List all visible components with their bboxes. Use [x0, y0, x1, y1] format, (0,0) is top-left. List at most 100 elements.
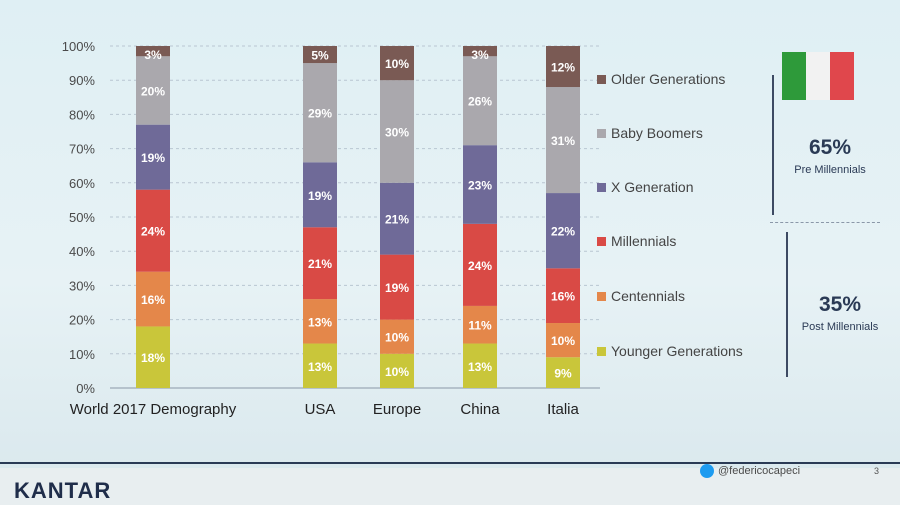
- x-tick-label: China: [460, 401, 500, 418]
- bar-segment: [136, 326, 170, 388]
- y-tick-label: 20%: [69, 313, 95, 328]
- data-label: 10%: [385, 331, 409, 345]
- side-divider-top: [772, 75, 774, 215]
- y-tick-label: 80%: [69, 107, 95, 122]
- brand-logo: KANTAR: [14, 478, 112, 503]
- data-label: 22%: [551, 225, 575, 239]
- bar-segment: [136, 124, 170, 190]
- y-tick-label: 30%: [69, 278, 95, 293]
- data-label: 31%: [551, 134, 575, 148]
- bar-segment: [546, 87, 580, 194]
- bar-segment: [303, 299, 337, 344]
- bar-segment: [463, 223, 497, 306]
- data-label: 21%: [385, 213, 409, 227]
- y-tick-label: 70%: [69, 142, 95, 157]
- twitter-icon: [700, 464, 714, 478]
- data-label: 10%: [385, 57, 409, 71]
- bar-segment: [546, 268, 580, 324]
- data-label: 3%: [144, 48, 162, 62]
- stacked-bar-chart: 0% 10% 20% 30% 40% 50% 60% 70% 80% 90% 100% 18% 16% 2…: [62, 39, 743, 418]
- x-tick-label: Europe: [373, 401, 421, 418]
- footer-rule: [0, 462, 900, 464]
- y-tick-label: 0%: [76, 381, 95, 396]
- bar-segment: [380, 319, 414, 354]
- bar-segment: [136, 271, 170, 327]
- data-label: 23%: [468, 179, 492, 193]
- pre-millennials-label: Pre Millennials: [794, 164, 866, 176]
- bar-segment: [380, 254, 414, 320]
- twitter-handle: @federicocapeci: [700, 464, 800, 478]
- pre-millennials-value: 65%: [808, 136, 852, 159]
- data-label: 3%: [471, 48, 489, 62]
- bar-segment: [303, 63, 337, 163]
- bar-segment: [380, 46, 414, 81]
- data-label: 29%: [308, 107, 332, 121]
- bar-segment: [546, 357, 580, 388]
- bar-segment: [303, 343, 337, 388]
- slide: 0% 10% 20% 30% 40% 50% 60% 70% 80% 90% 100% 18% 16% 2…: [0, 0, 900, 468]
- data-label: 21%: [308, 257, 332, 271]
- data-label: 20%: [141, 84, 165, 98]
- data-label: 13%: [308, 315, 332, 329]
- x-tick-label: USA: [305, 401, 336, 418]
- pre-millennials-box: 65% Pre Millennials: [780, 136, 880, 176]
- legend-label: X Generation: [611, 179, 694, 195]
- legend-label: Baby Boomers: [611, 125, 703, 141]
- x-tick-label: World 2017 Demography: [70, 401, 237, 418]
- bar-segment: [546, 46, 580, 88]
- bar-segment: [136, 189, 170, 272]
- bar-segment: [463, 46, 497, 57]
- data-label: 13%: [308, 360, 332, 374]
- bar-segment: [463, 343, 497, 388]
- legend-swatch: [597, 292, 606, 301]
- bar-segment: [380, 80, 414, 183]
- bar-segment: [463, 56, 497, 146]
- data-label: 12%: [551, 61, 575, 75]
- footer: [0, 468, 900, 505]
- y-tick-label: 90%: [69, 73, 95, 88]
- bar-segment: [463, 145, 497, 224]
- legend-swatch: [597, 183, 606, 192]
- data-label: 13%: [468, 360, 492, 374]
- handle-text: @federicocapeci: [718, 465, 801, 477]
- data-label: 16%: [551, 290, 575, 304]
- flag-stripe-green: [782, 52, 806, 100]
- legend-swatch: [597, 237, 606, 246]
- bar-segment: [303, 227, 337, 300]
- legend-swatch: [597, 129, 606, 138]
- bar-segment: [303, 162, 337, 228]
- side-divider-bottom: [786, 232, 788, 377]
- bar-segment: [546, 323, 580, 358]
- italy-flag-icon: [782, 52, 854, 100]
- bar-segment: [136, 56, 170, 125]
- flag-stripe-white: [806, 52, 830, 100]
- bar-segment: [546, 193, 580, 269]
- y-tick-label: 40%: [69, 244, 95, 259]
- bar-segment: [463, 305, 497, 344]
- data-label: 24%: [141, 225, 165, 239]
- data-label: 24%: [468, 259, 492, 273]
- legend-swatch: [597, 75, 606, 84]
- post-millennials-box: 35% Post Millennials: [788, 293, 892, 333]
- y-tick-label: 100%: [62, 39, 96, 54]
- bar-segment: [303, 46, 337, 64]
- y-tick-label: 50%: [69, 210, 95, 225]
- data-label: 16%: [141, 293, 165, 307]
- page-number: 3: [874, 466, 880, 476]
- bar-segment: [380, 353, 414, 388]
- legend-label: Millennials: [611, 233, 676, 249]
- post-millennials-value: 35%: [818, 293, 862, 316]
- data-label: 10%: [551, 334, 575, 348]
- data-label: 19%: [141, 151, 165, 165]
- flag-stripe-red: [830, 52, 854, 100]
- side-separator: [770, 222, 880, 223]
- bar-segment: [380, 182, 414, 255]
- data-label: 10%: [385, 365, 409, 379]
- data-label: 19%: [308, 189, 332, 203]
- data-label: 11%: [468, 319, 492, 333]
- y-tick-label: 60%: [69, 176, 95, 191]
- data-label: 9%: [554, 367, 572, 381]
- data-label: 30%: [385, 126, 409, 140]
- y-tick-label: 10%: [69, 347, 95, 362]
- bar-segment: [136, 46, 170, 57]
